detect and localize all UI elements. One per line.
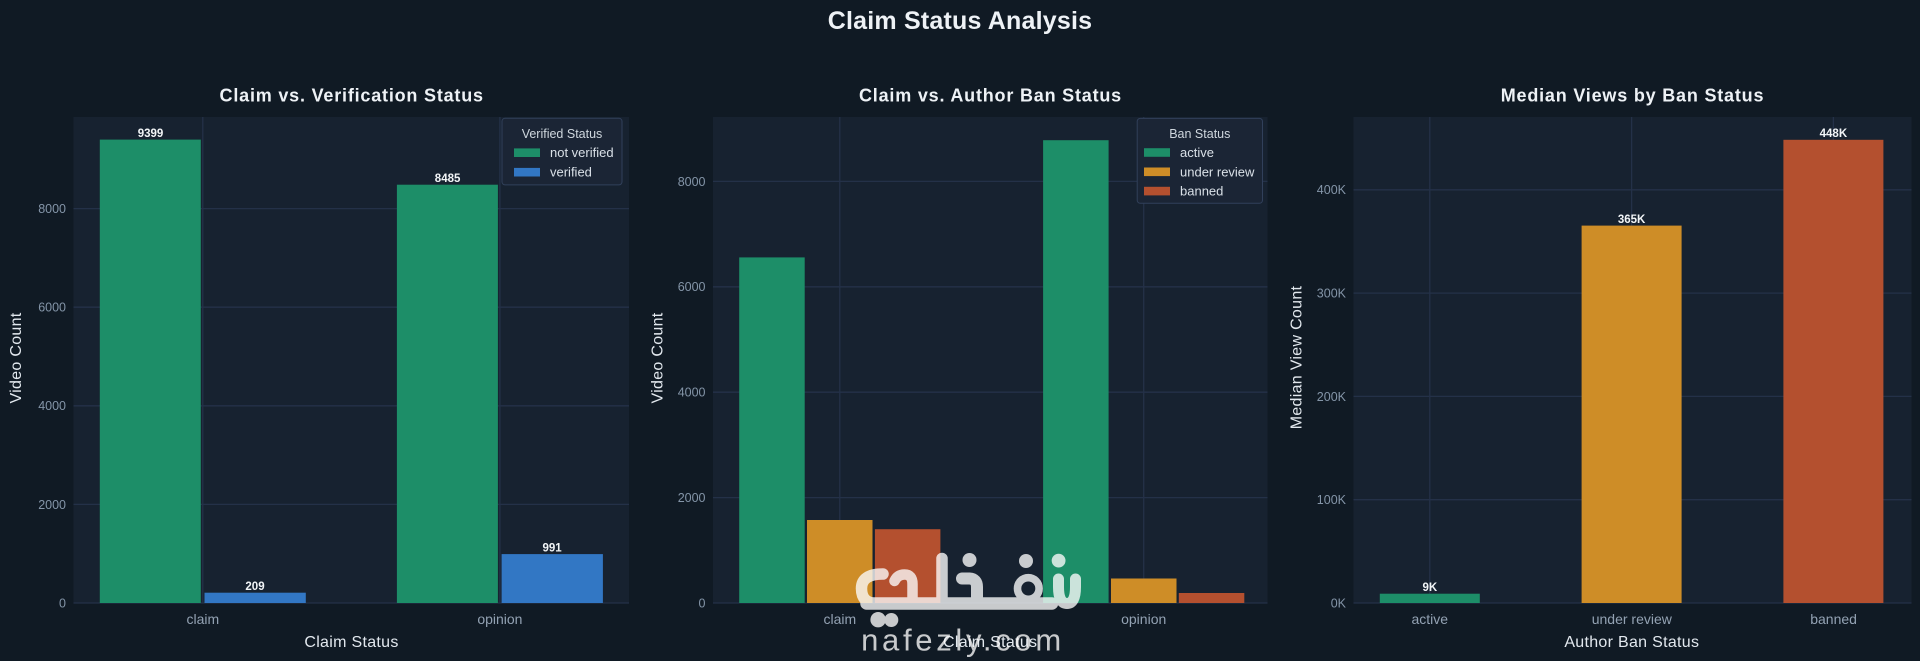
svg-text:not verified: not verified — [550, 145, 614, 160]
svg-text:365K: 365K — [1618, 214, 1646, 226]
svg-text:Claim vs. Verification Status: Claim vs. Verification Status — [220, 86, 484, 106]
svg-text:opinion: opinion — [477, 611, 522, 627]
svg-text:9K: 9K — [1422, 582, 1437, 594]
svg-text:Video Count: Video Count — [650, 312, 667, 403]
svg-text:8000: 8000 — [678, 175, 706, 189]
svg-text:under review: under review — [1180, 164, 1255, 179]
svg-text:0: 0 — [59, 596, 66, 610]
svg-text:claim: claim — [186, 611, 219, 627]
svg-text:9399: 9399 — [138, 128, 164, 140]
svg-text:991: 991 — [543, 542, 563, 554]
svg-text:banned: banned — [1180, 184, 1223, 199]
svg-text:400K: 400K — [1317, 183, 1347, 197]
svg-text:209: 209 — [245, 581, 264, 593]
svg-text:banned: banned — [1810, 611, 1857, 627]
svg-text:2000: 2000 — [38, 498, 66, 512]
svg-text:Claim vs. Author Ban Status: Claim vs. Author Ban Status — [859, 86, 1122, 106]
svg-text:under review: under review — [1592, 611, 1673, 627]
svg-text:active: active — [1412, 611, 1449, 627]
svg-text:0: 0 — [699, 596, 706, 610]
svg-text:Claim Status: Claim Status — [943, 634, 1037, 651]
svg-text:claim: claim — [823, 611, 856, 627]
svg-text:opinion: opinion — [1121, 611, 1166, 627]
svg-text:200K: 200K — [1317, 390, 1347, 404]
svg-text:nafezly.com: nafezly.com — [861, 623, 1065, 658]
svg-text:4000: 4000 — [38, 399, 66, 413]
svg-text:Median Views by Ban Status: Median Views by Ban Status — [1501, 86, 1765, 106]
svg-text:448K: 448K — [1820, 128, 1848, 140]
svg-text:Claim Status Analysis: Claim Status Analysis — [828, 7, 1092, 35]
svg-text:8000: 8000 — [38, 202, 66, 216]
svg-text:6000: 6000 — [38, 301, 66, 315]
svg-text:Video Count: Video Count — [8, 312, 25, 403]
svg-text:Author Ban Status: Author Ban Status — [1564, 634, 1699, 651]
svg-text:Claim Status: Claim Status — [304, 634, 398, 651]
svg-text:Ban Status: Ban Status — [1169, 127, 1230, 141]
svg-text:Verified Status: Verified Status — [522, 127, 603, 141]
svg-text:4000: 4000 — [678, 386, 706, 400]
svg-text:300K: 300K — [1317, 287, 1347, 301]
svg-text:6000: 6000 — [678, 280, 706, 294]
svg-text:2000: 2000 — [678, 491, 706, 505]
svg-text:100K: 100K — [1317, 493, 1347, 507]
svg-text:verified: verified — [550, 165, 592, 180]
svg-text:active: active — [1180, 145, 1214, 160]
svg-text:8485: 8485 — [435, 173, 461, 185]
svg-text:Median View Count: Median View Count — [1289, 285, 1306, 429]
svg-text:0K: 0K — [1331, 596, 1347, 610]
